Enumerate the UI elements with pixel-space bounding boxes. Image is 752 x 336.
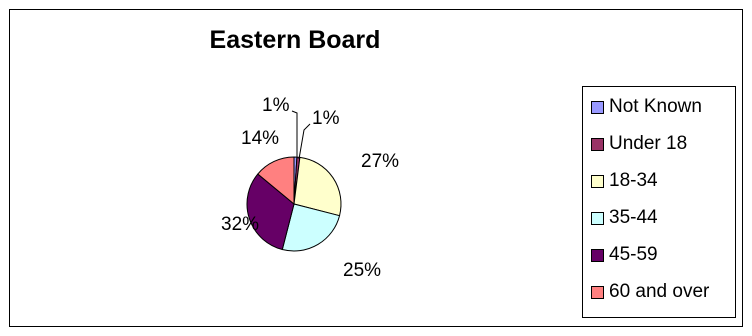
- chart-title: Eastern Board: [209, 26, 381, 54]
- legend-item: Under 18: [591, 132, 687, 156]
- legend-swatch: [591, 211, 604, 225]
- data-label: 27%: [361, 151, 399, 172]
- pie-slice-60-and-over: [257, 156, 295, 206]
- pie-chart: 1% 1% 27% 25% 32% 14%: [221, 95, 399, 281]
- leader-line: [298, 123, 311, 160]
- chart-area: Eastern Board 1% 1% 27% 25% 32% 14% Not Known…: [9, 9, 743, 327]
- pie-slice-35-44: [281, 203, 341, 252]
- legend-item: 45-59: [591, 243, 658, 267]
- legend-swatch: [591, 137, 604, 151]
- legend-item: Not Known: [591, 95, 702, 119]
- leader-line: [291, 110, 298, 159]
- data-label: 1%: [312, 108, 340, 129]
- legend-label: 45-59: [609, 244, 658, 265]
- legend-swatch: [591, 285, 604, 299]
- legend-item: 18-34: [591, 169, 658, 193]
- pie-slice-18-34: [293, 156, 342, 217]
- legend-label: 18-34: [609, 170, 658, 191]
- legend-swatch: [591, 100, 604, 114]
- legend-item: 35-44: [591, 206, 658, 230]
- pie-slice-45-59: [246, 173, 295, 251]
- legend-swatch: [591, 248, 604, 262]
- legend-label: Not Known: [609, 96, 702, 117]
- data-label: 14%: [241, 128, 279, 149]
- legend-item: 60 and over: [591, 280, 709, 304]
- data-label: 32%: [221, 214, 259, 235]
- legend-swatch: [591, 174, 604, 188]
- data-label: 25%: [343, 260, 381, 281]
- legend-label: 35-44: [609, 207, 658, 228]
- legend-label: Under 18: [609, 133, 688, 154]
- legend-label: 60 and over: [609, 281, 710, 302]
- chart-legend: Not Known Under 18 18-34 35-44 45-59 60 and o…: [582, 86, 736, 318]
- data-label: 1%: [262, 95, 290, 116]
